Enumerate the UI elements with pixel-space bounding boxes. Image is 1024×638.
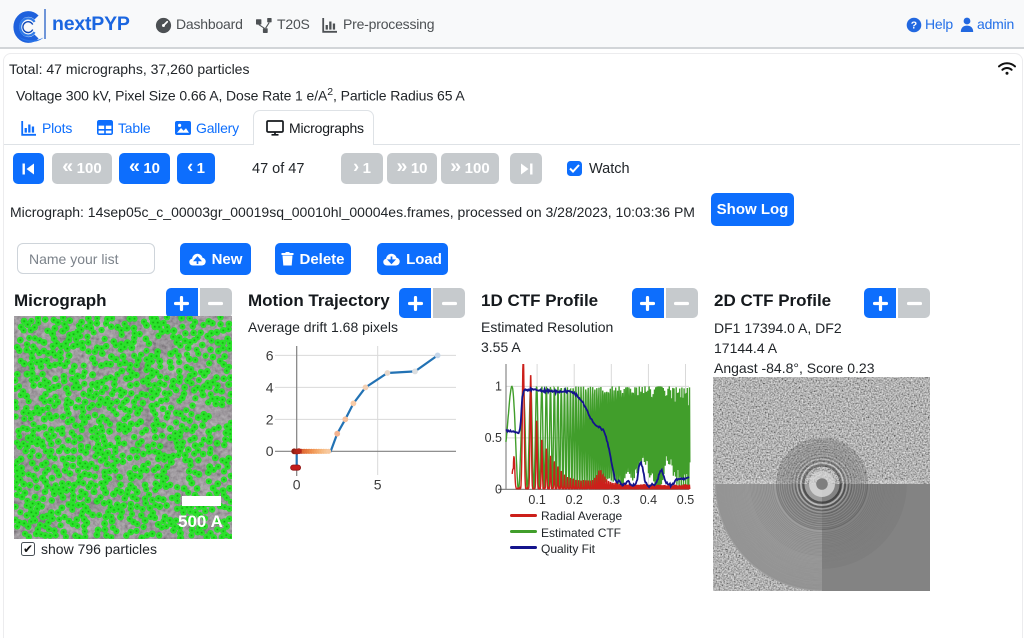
- svg-text:0.5: 0.5: [677, 493, 694, 507]
- svg-text:4: 4: [266, 379, 274, 395]
- svg-text:2: 2: [266, 411, 274, 427]
- svg-text:6: 6: [266, 347, 274, 363]
- svg-text:0.1: 0.1: [528, 493, 545, 507]
- svg-text:0: 0: [266, 443, 274, 459]
- svg-text:0.3: 0.3: [603, 493, 620, 507]
- svg-text:0: 0: [495, 483, 502, 497]
- svg-text:1: 1: [495, 380, 502, 394]
- svg-text:0: 0: [293, 477, 301, 493]
- svg-text:0.4: 0.4: [640, 493, 657, 507]
- svg-text:?: ?: [911, 20, 917, 32]
- svg-text:0.2: 0.2: [566, 493, 583, 507]
- svg-text:0.5: 0.5: [485, 431, 502, 445]
- svg-text:500 A: 500 A: [178, 512, 223, 531]
- svg-text:5: 5: [374, 477, 382, 493]
